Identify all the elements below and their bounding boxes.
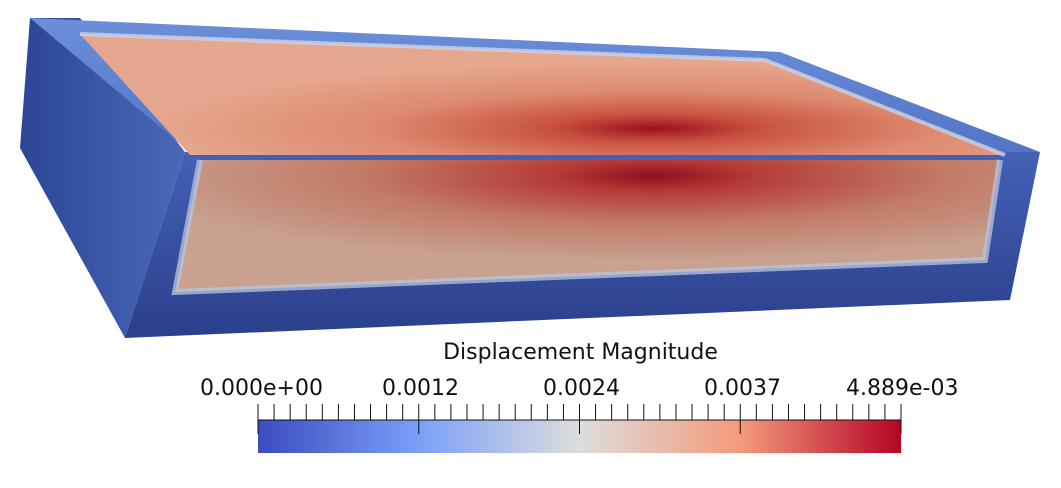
- tick-label-3: 0.0037: [704, 376, 781, 401]
- box-left-side: [20, 18, 185, 338]
- tick-label-min: 0.000e+00: [200, 376, 323, 401]
- tick-label-2: 0.0024: [543, 376, 620, 401]
- heatmap-front-section: [175, 160, 1000, 292]
- 3d-render-view[interactable]: [0, 0, 1061, 345]
- tick-label-max: 4.889e-03: [846, 376, 959, 401]
- scalar-bar-gradient: [258, 420, 901, 453]
- scalar-bar-title: Displacement Magnitude: [443, 340, 718, 365]
- tick-label-1: 0.0012: [382, 376, 459, 401]
- scalar-bar-tick-marks: [257, 404, 902, 434]
